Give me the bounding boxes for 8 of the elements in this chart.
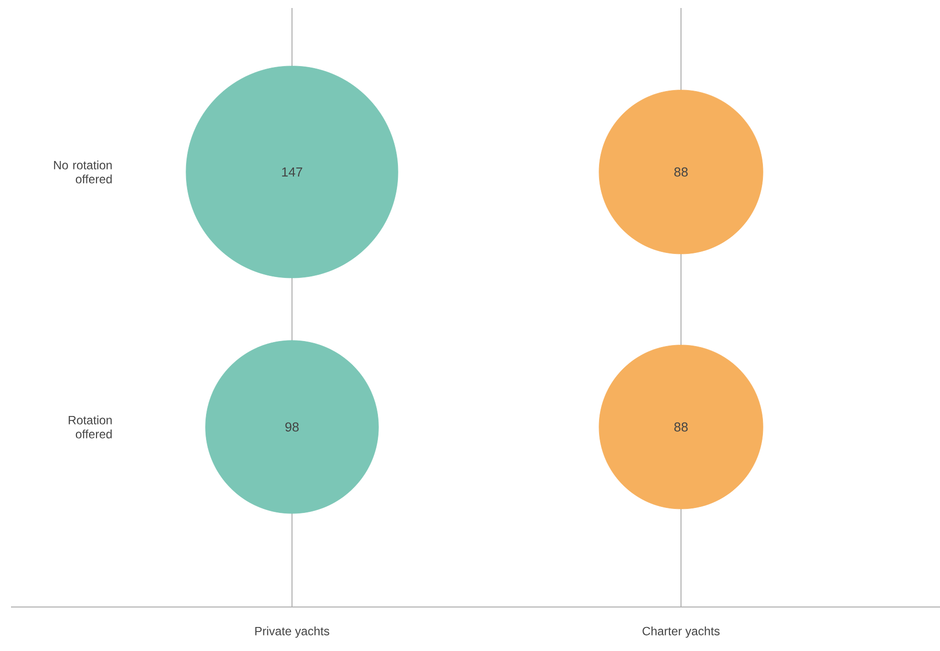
category-label: Private yachts	[255, 626, 330, 638]
data-label: 147	[282, 168, 302, 176]
data-label: 88	[674, 167, 688, 177]
data-label: 88	[674, 422, 688, 432]
text: Rotation offered	[68, 416, 112, 438]
text: No rotation offered	[54, 160, 112, 184]
data-label: 98	[285, 422, 299, 432]
category-label: Charter yachts	[642, 626, 720, 638]
